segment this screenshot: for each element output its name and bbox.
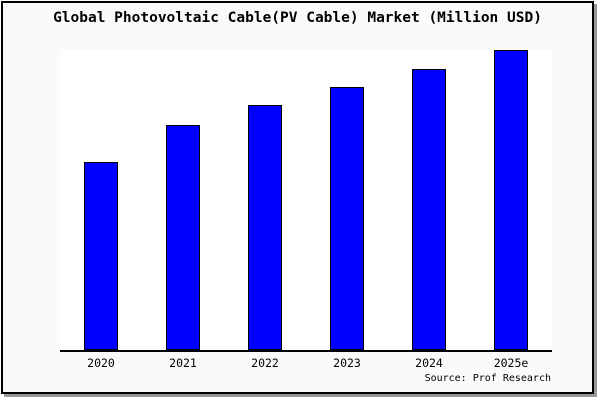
- bar-2020: [84, 161, 118, 350]
- bars-row: [60, 50, 552, 350]
- bar-slot: [388, 50, 470, 350]
- x-tick-label-2024: 2024: [415, 356, 443, 370]
- bar-2024: [412, 69, 446, 350]
- x-tick-label-2020: 2020: [87, 356, 115, 370]
- plot-area: [60, 50, 552, 352]
- x-tick-label-2023: 2023: [333, 356, 361, 370]
- bar-slot: [470, 50, 552, 350]
- x-tick-label-2021: 2021: [169, 356, 197, 370]
- source-note: Source: Prof Research: [424, 373, 551, 384]
- chart-title: Global Photovoltaic Cable(PV Cable) Mark…: [53, 10, 542, 26]
- chart-frame: Global Photovoltaic Cable(PV Cable) Mark…: [1, 1, 594, 394]
- x-axis-labels: 2020 2021 2022 2023 2024 2025e: [60, 356, 552, 370]
- bar-2022: [248, 105, 282, 350]
- x-tick-label-2022: 2022: [251, 356, 279, 370]
- bar-2021: [166, 124, 200, 350]
- bar-slot: [224, 50, 306, 350]
- bar-2023: [330, 87, 364, 350]
- bar-slot: [142, 50, 224, 350]
- x-tick-label-2025e: 2025e: [493, 356, 529, 370]
- bar-slot: [60, 50, 142, 350]
- bar-2025e: [494, 50, 528, 350]
- bar-slot: [306, 50, 388, 350]
